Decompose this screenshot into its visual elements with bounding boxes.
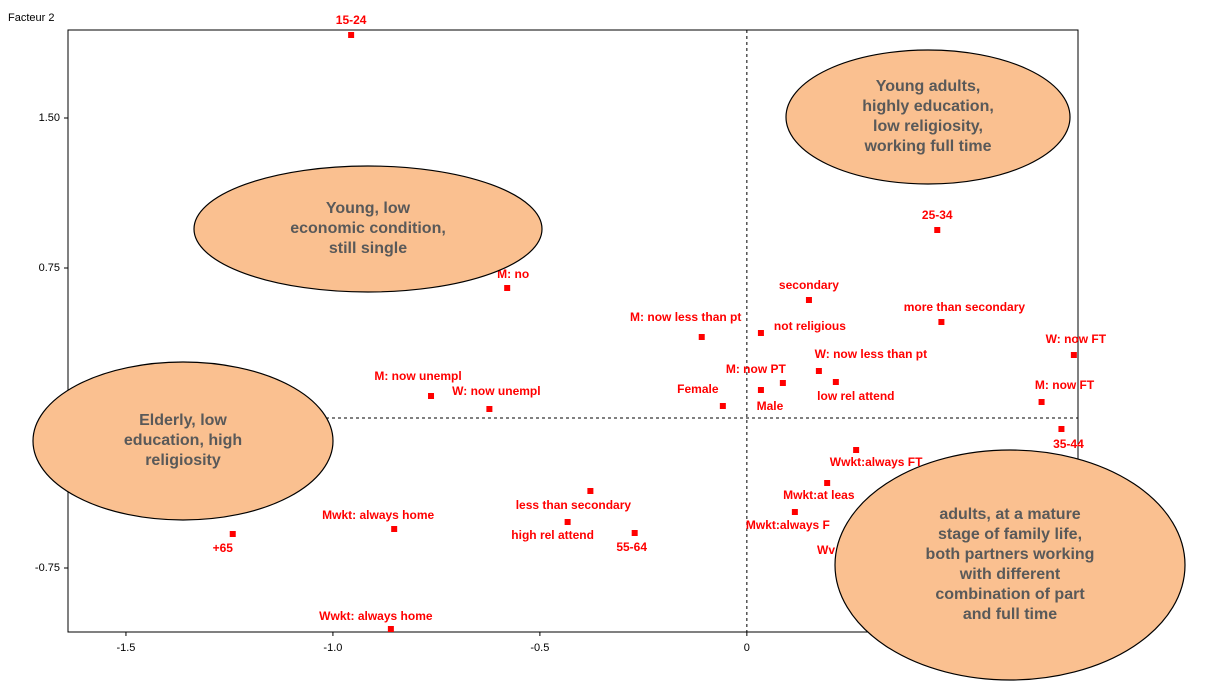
point — [631, 530, 638, 536]
point-label: low rel attend — [817, 389, 894, 403]
y-tick-label: 1.50 — [39, 112, 60, 124]
point — [486, 406, 493, 412]
point-label: M: now FT — [1035, 378, 1095, 392]
point — [348, 32, 355, 38]
point-label: M: no — [497, 267, 529, 281]
point — [815, 368, 822, 374]
annotation-bubble — [785, 49, 1071, 185]
point-label: Wwkt:always FT — [830, 455, 923, 469]
point-label: 15-24 — [336, 13, 367, 27]
point — [757, 387, 764, 393]
point — [587, 488, 594, 494]
point-label: Female — [677, 382, 719, 396]
point-label: Mwkt: always home — [322, 508, 434, 522]
annotation-text: stage of family life, — [938, 526, 1082, 543]
annotation-text: Young adults, — [876, 78, 981, 95]
point-label: 55-64 — [616, 540, 647, 554]
point — [791, 509, 798, 515]
annotation-text: economic condition, — [290, 220, 446, 237]
annotation-text: Young, low — [326, 200, 411, 217]
annotation-text: combination of part — [935, 586, 1085, 603]
annotation-text: adults, at a mature — [939, 506, 1080, 523]
point-label: W: now unempl — [452, 384, 540, 398]
annotation-text: education, high — [124, 432, 242, 449]
point-label: 35-44 — [1053, 437, 1084, 451]
point-label: not religious — [774, 319, 846, 333]
x-tick-label: -0.5 — [530, 642, 549, 654]
point-label: M: now PT — [726, 362, 787, 376]
point-label: Wv — [817, 543, 835, 557]
point-label: W: now FT — [1046, 332, 1107, 346]
point — [229, 531, 236, 537]
point — [719, 403, 726, 409]
point-label: secondary — [779, 278, 839, 292]
annotation-text: with different — [959, 566, 1061, 583]
point-label: less than secondary — [516, 498, 632, 512]
point — [564, 519, 571, 525]
annotation-text: and full time — [963, 606, 1057, 623]
point — [805, 297, 812, 303]
point — [1038, 399, 1045, 405]
point-label: M: now unempl — [374, 369, 461, 383]
point — [824, 480, 831, 486]
point — [853, 447, 860, 453]
x-tick-label: -1.5 — [116, 642, 135, 654]
point — [1070, 352, 1077, 358]
point — [757, 330, 764, 336]
y-tick-label: -0.75 — [35, 562, 60, 574]
plot-frame — [67, 29, 1079, 633]
point-label: Male — [757, 399, 784, 413]
point-label: +65 — [213, 541, 234, 555]
x-tick-label: 0 — [744, 642, 750, 654]
point-label: Mwkt:always F — [746, 518, 830, 532]
point-label: M: now less than pt — [630, 310, 741, 324]
point — [938, 319, 945, 325]
point — [779, 380, 786, 386]
point — [1058, 426, 1065, 432]
annotation-text: religiosity — [145, 452, 221, 469]
point — [698, 334, 705, 340]
y-axis-label: Facteur 2 — [8, 12, 54, 24]
point-label: 25-34 — [922, 208, 953, 222]
annotation-text: still single — [329, 240, 407, 257]
point — [934, 227, 941, 233]
point — [391, 526, 398, 532]
annotation-text: working full time — [863, 138, 991, 155]
annotation-text: low religiosity, — [873, 118, 983, 135]
annotation-bubble — [834, 449, 1186, 681]
annotation-text: both partners working — [926, 546, 1095, 563]
annotation-text: Elderly, low — [139, 412, 227, 429]
point — [832, 379, 839, 385]
annotation-bubble — [32, 361, 334, 521]
point-label: Wwkt: always home — [319, 609, 433, 623]
point-label: high rel attend — [511, 528, 594, 542]
point — [504, 285, 511, 291]
point-label: more than secondary — [904, 300, 1026, 314]
annotation-bubble — [193, 165, 543, 293]
y-tick-label: 0.75 — [39, 262, 60, 274]
point-label: W: now less than pt — [815, 347, 927, 361]
point — [428, 393, 435, 399]
annotation-text: highly education, — [862, 98, 994, 115]
point-label: Mwkt:at leas — [783, 488, 855, 502]
x-tick-label: -1.0 — [323, 642, 342, 654]
point — [387, 626, 394, 632]
